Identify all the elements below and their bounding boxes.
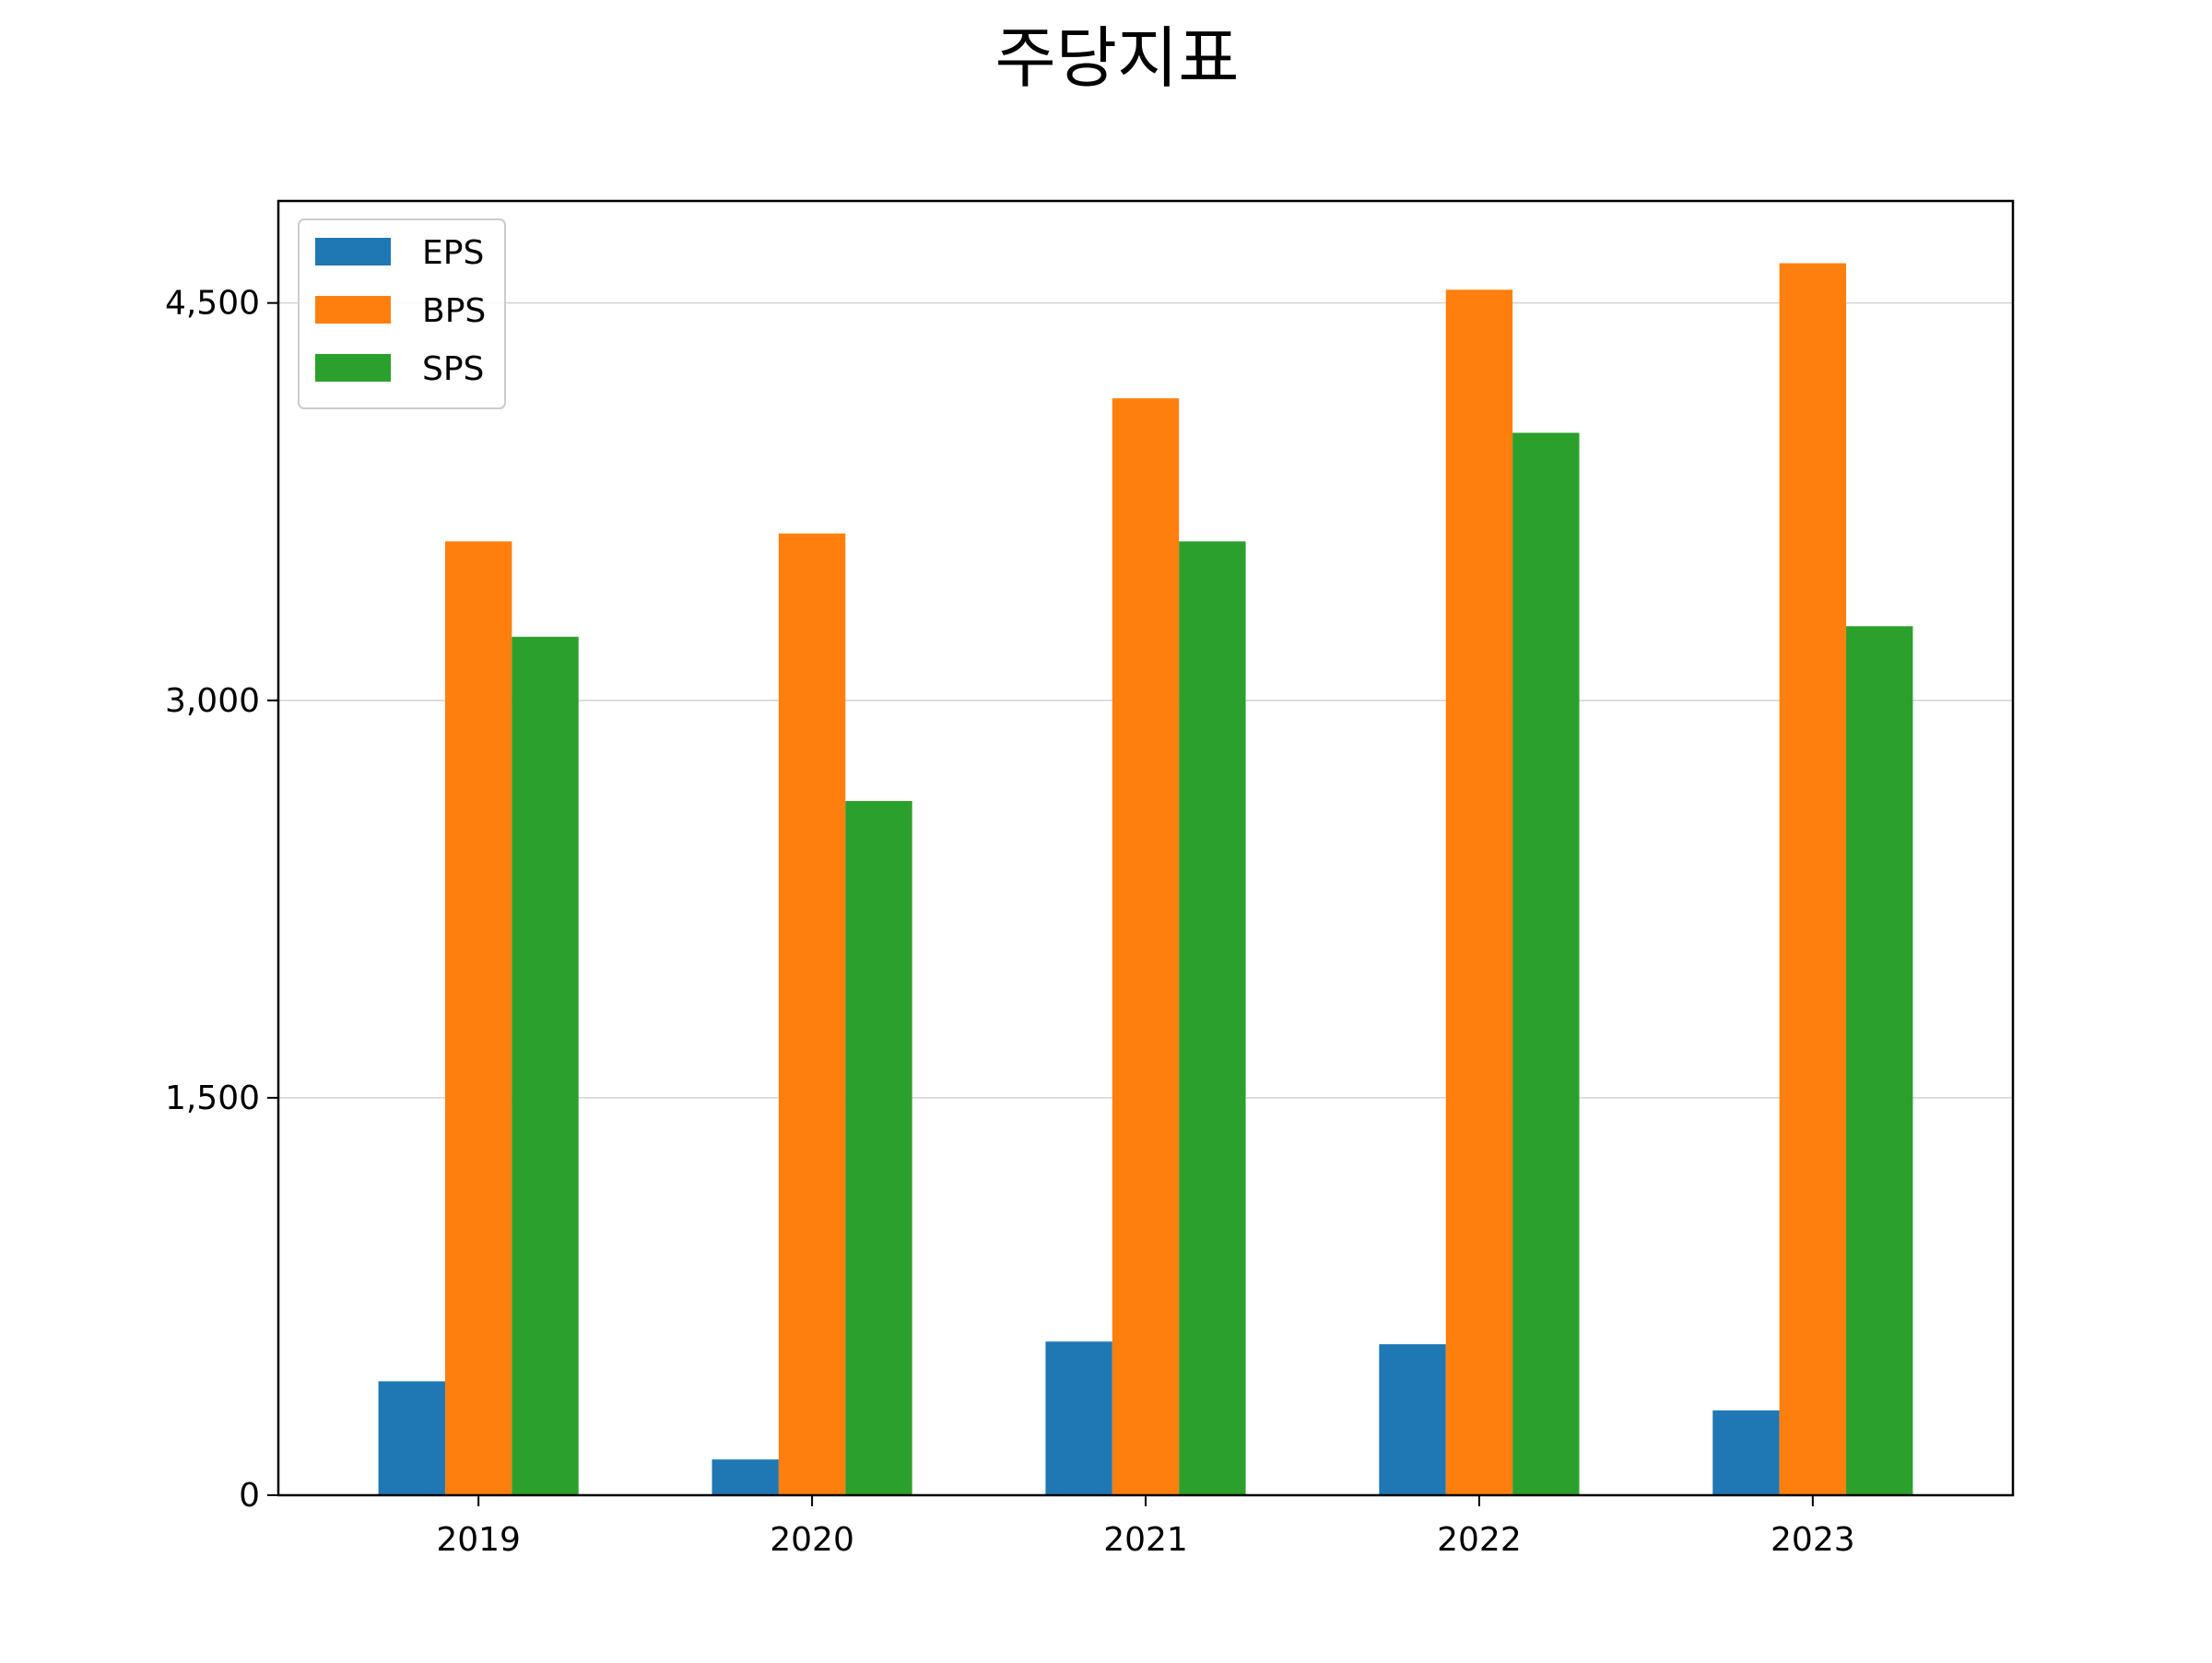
x-tick-label: 2020 bbox=[770, 1521, 854, 1559]
x-axis: 2019 2020 2021 2022 2023 bbox=[436, 1495, 1855, 1559]
x-tick-label: 2022 bbox=[1437, 1521, 1522, 1559]
x-tick-label: 2019 bbox=[436, 1521, 521, 1559]
legend-swatch-sps bbox=[315, 354, 391, 382]
bar-sps-2022 bbox=[1512, 432, 1580, 1495]
legend: EPS BPS SPS bbox=[298, 218, 506, 409]
chart-title: 주당지표 bbox=[995, 19, 1240, 97]
bar-bps-2019 bbox=[444, 541, 512, 1495]
bars bbox=[378, 263, 1913, 1496]
bar-eps-2022 bbox=[1379, 1344, 1446, 1495]
bar-eps-2021 bbox=[1045, 1341, 1112, 1495]
bar-sps-2021 bbox=[1179, 541, 1246, 1495]
legend-label-eps: EPS bbox=[422, 234, 484, 272]
bar-sps-2023 bbox=[1846, 626, 1913, 1495]
bar-sps-2020 bbox=[845, 800, 912, 1495]
bar-sps-2019 bbox=[512, 636, 579, 1495]
bar-bps-2020 bbox=[778, 533, 846, 1495]
bar-bps-2021 bbox=[1112, 398, 1180, 1495]
x-tick-label: 2021 bbox=[1103, 1521, 1188, 1559]
legend-swatch-bps bbox=[315, 296, 391, 324]
y-axis: 0 1,500 3,000 4,500 bbox=[165, 285, 278, 1515]
x-tick-label: 2023 bbox=[1771, 1521, 1855, 1559]
y-tick-label: 0 bbox=[239, 1477, 260, 1515]
bar-bps-2022 bbox=[1445, 289, 1513, 1496]
legend-swatch-eps bbox=[315, 238, 391, 265]
y-tick-label: 3,000 bbox=[165, 682, 260, 720]
y-tick-label: 4,500 bbox=[165, 285, 260, 323]
legend-label-bps: BPS bbox=[422, 292, 486, 330]
bar-eps-2020 bbox=[712, 1459, 779, 1495]
bar-eps-2019 bbox=[378, 1381, 445, 1495]
y-tick-label: 1,500 bbox=[165, 1079, 260, 1117]
bar-bps-2023 bbox=[1779, 263, 1847, 1495]
legend-label-sps: SPS bbox=[422, 350, 484, 388]
bar-eps-2023 bbox=[1712, 1410, 1780, 1495]
